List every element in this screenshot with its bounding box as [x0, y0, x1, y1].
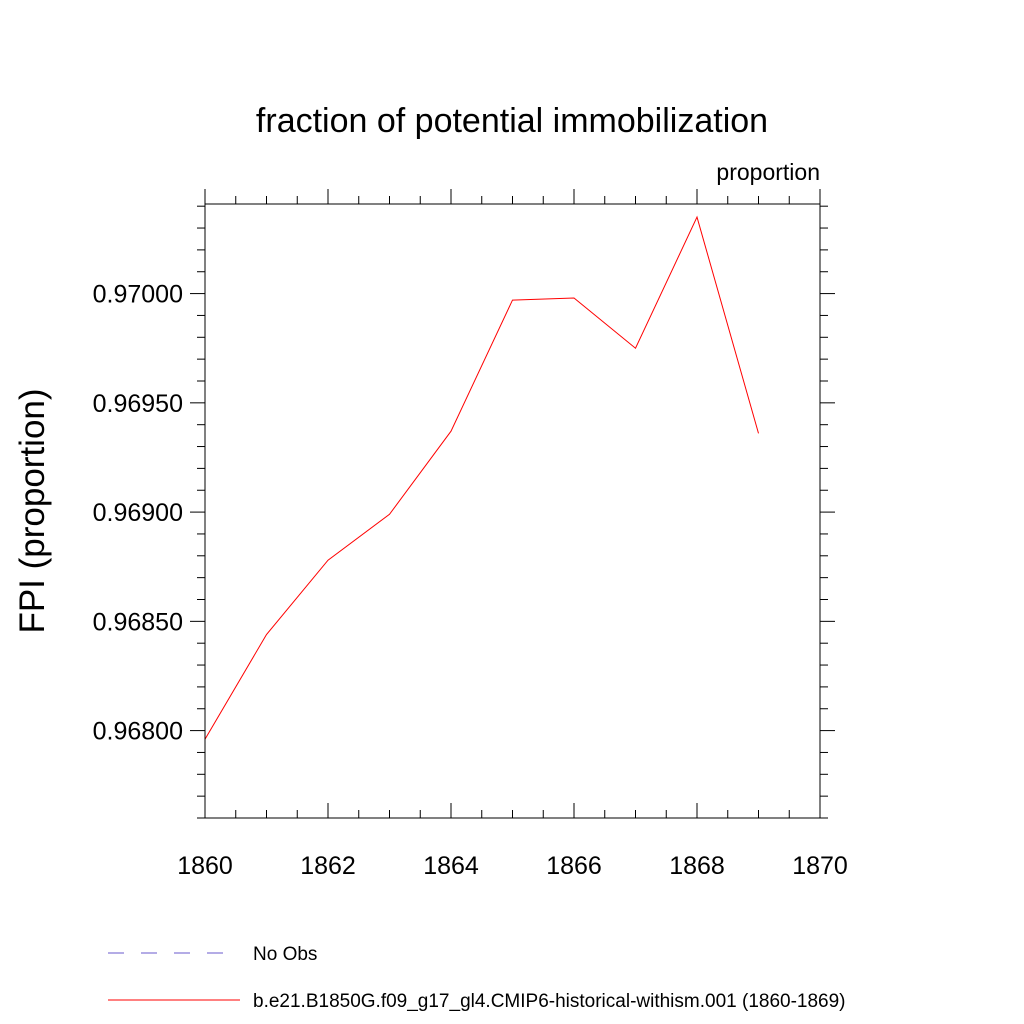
- y-tick-label: 0.96950: [93, 390, 183, 418]
- x-tick-label: 1860: [177, 852, 233, 880]
- y-tick-label: 0.96900: [93, 499, 183, 527]
- chart-title: fraction of potential immobilization: [256, 102, 768, 140]
- legend-label-no-obs: No Obs: [253, 944, 317, 965]
- y-tick-label: 0.96850: [93, 608, 183, 636]
- y-tick-label: 0.97000: [93, 281, 183, 309]
- x-tick-label: 1870: [792, 852, 848, 880]
- x-tick-label: 1866: [546, 852, 602, 880]
- units-label: proportion: [716, 159, 820, 185]
- series-line-0: [204, 215, 759, 740]
- y-tick-labels: 0.96800 0.96850 0.96900 0.96950 0.97000: [93, 281, 183, 746]
- x-tick-label: 1864: [423, 852, 479, 880]
- axis-ticks: [190, 189, 835, 819]
- legend-label-model: b.e21.B1850G.f09_g17_gl4.CMIP6-historica…: [253, 991, 846, 1012]
- y-axis-label: FPI (proportion): [13, 388, 52, 633]
- x-tick-label: 1862: [300, 852, 356, 880]
- x-tick-labels: 1860 1862 1864 1866 1868 1870: [177, 852, 848, 880]
- legend: No Obs b.e21.B1850G.f09_g17_gl4.CMIP6-hi…: [108, 944, 846, 1012]
- x-tick-label: 1868: [669, 852, 725, 880]
- series-lines: [204, 215, 759, 740]
- y-tick-label: 0.96800: [93, 718, 183, 746]
- plot-frame: [204, 203, 821, 819]
